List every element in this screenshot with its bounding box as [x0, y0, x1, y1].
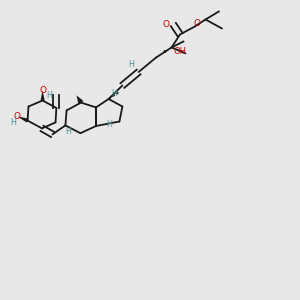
- Text: H: H: [46, 91, 52, 100]
- Text: H: H: [128, 60, 134, 69]
- Text: H: H: [112, 88, 118, 98]
- Text: OH: OH: [173, 47, 186, 56]
- Text: H: H: [65, 127, 71, 136]
- Text: O: O: [39, 86, 46, 95]
- Text: H: H: [11, 118, 16, 127]
- Text: O: O: [14, 112, 21, 121]
- Polygon shape: [76, 95, 83, 104]
- Text: H: H: [106, 120, 112, 129]
- Text: O: O: [193, 19, 200, 28]
- Text: •: •: [161, 46, 167, 57]
- Text: O: O: [163, 20, 170, 29]
- Polygon shape: [40, 91, 45, 100]
- Polygon shape: [17, 116, 28, 122]
